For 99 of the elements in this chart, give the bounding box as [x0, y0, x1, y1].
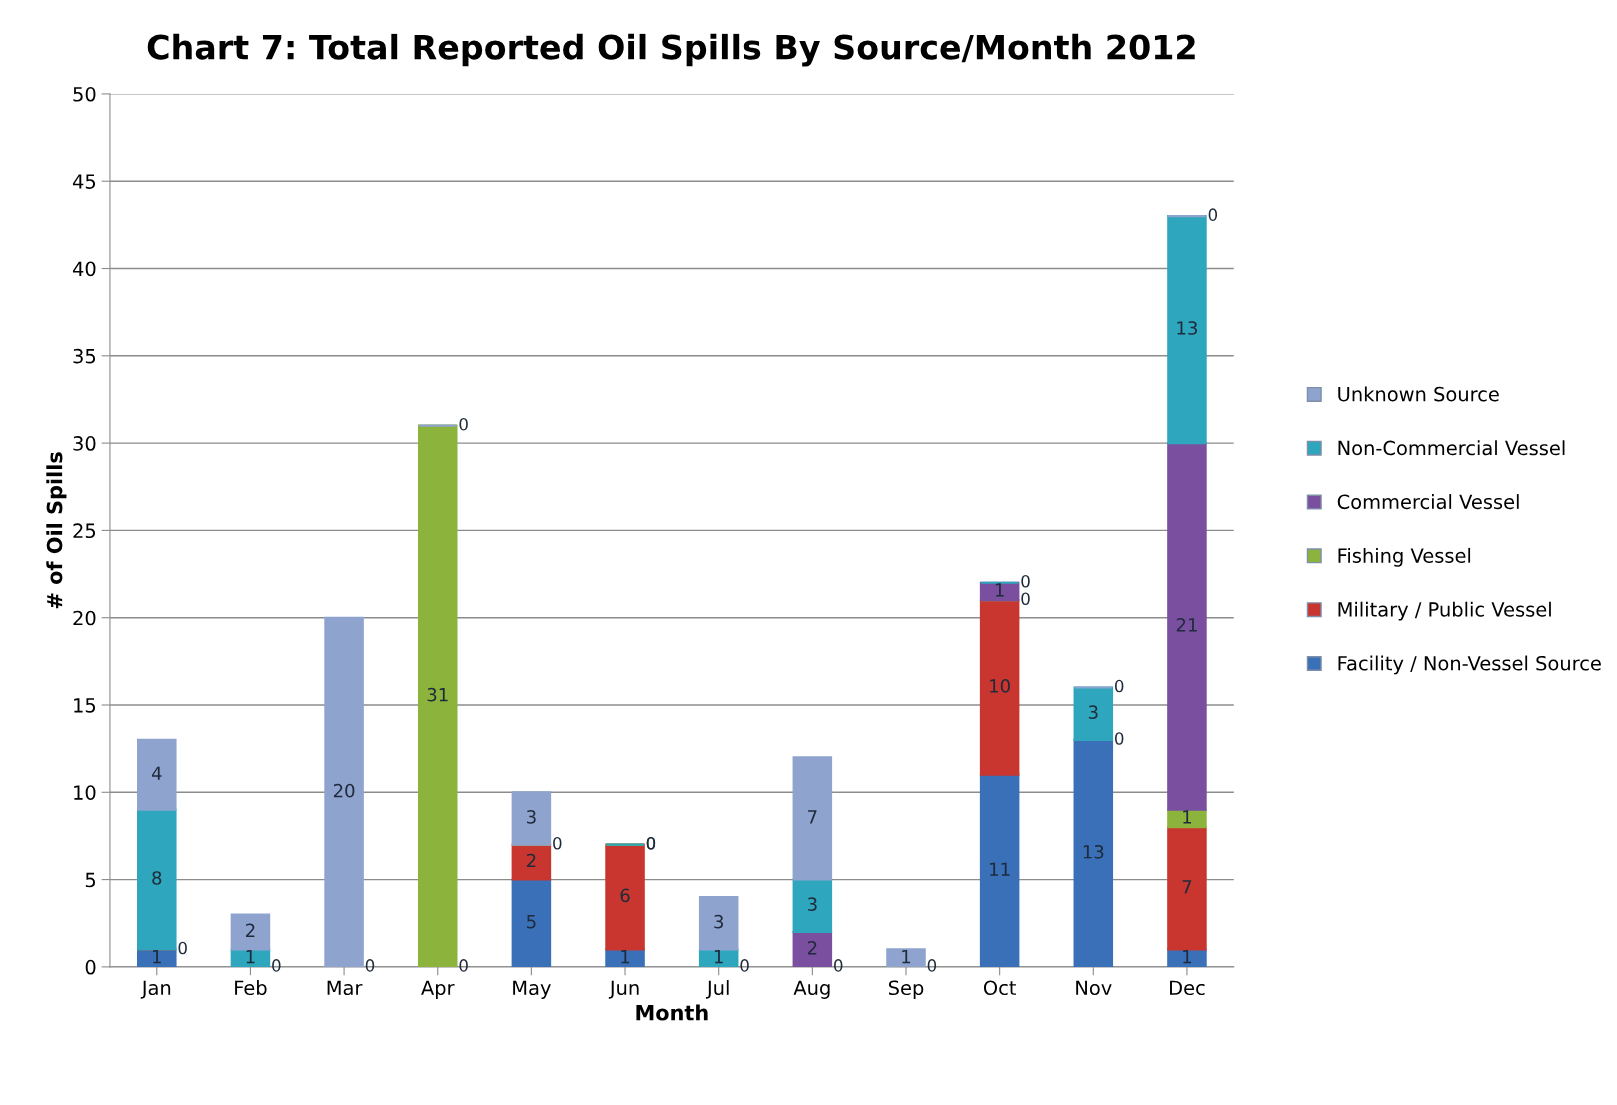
data-label: 13	[1083, 844, 1104, 859]
data-label: 2	[246, 923, 255, 937]
y-tick-label: 35	[73, 348, 96, 364]
data-label: 1	[621, 949, 630, 964]
data-label: 0	[834, 959, 843, 972]
data-label: 8	[152, 871, 162, 885]
bar	[792, 878, 833, 933]
bar	[137, 948, 177, 967]
x-tick-label: Mar	[327, 980, 363, 996]
bar	[230, 948, 271, 967]
data-label: 1	[714, 949, 723, 964]
data-label: 2	[526, 853, 536, 868]
x-tick-label: Sep	[888, 980, 924, 999]
data-label: 2	[807, 941, 817, 955]
bar	[1167, 826, 1207, 951]
x-tick-label: Dec	[1170, 980, 1205, 996]
data-label: 1	[246, 949, 255, 964]
bar	[230, 913, 271, 951]
data-label: 11	[990, 862, 1010, 876]
x-tick-label: May	[513, 980, 551, 999]
data-label: 31	[427, 687, 448, 702]
bar	[886, 948, 926, 967]
data-label: 0	[1208, 208, 1218, 221]
bar	[1167, 442, 1207, 811]
legend-label: Fishing Vessel	[1338, 547, 1471, 567]
y-tick-label: 0	[85, 959, 96, 975]
bar	[137, 738, 177, 811]
data-label: 1	[1183, 949, 1192, 964]
x-tick-label: Aug	[793, 980, 830, 999]
data-label: 7	[808, 810, 817, 824]
y-axis-title: # of Oil Spills	[46, 452, 67, 609]
bar	[605, 843, 645, 951]
bar	[698, 948, 739, 967]
x-tick-label: Jan	[140, 980, 171, 999]
legend-label: Non-Commercial Vessel	[1338, 440, 1565, 456]
legend-label: Commercial Vessel	[1337, 494, 1519, 510]
bar	[792, 930, 833, 967]
data-label: 1	[995, 583, 1004, 597]
y-tick-label: 20	[73, 610, 96, 626]
bar	[979, 599, 1020, 776]
data-label: 0	[740, 959, 749, 972]
y-tick-label: 25	[73, 523, 96, 539]
data-label: 0	[927, 959, 937, 972]
y-tick-label: 30	[73, 436, 96, 451]
x-tick-label: Jul	[705, 980, 729, 999]
data-label: 0	[459, 959, 468, 972]
data-label: 13	[1177, 321, 1197, 335]
data-label: 0	[272, 959, 281, 972]
bar	[1073, 738, 1114, 967]
y-tick-label: 40	[72, 261, 96, 277]
data-label: 1	[153, 949, 161, 964]
y-tick-label: 5	[85, 872, 96, 888]
data-label: 1	[902, 949, 911, 964]
data-label: 3	[527, 810, 536, 824]
x-tick-label: Feb	[235, 980, 267, 996]
bar	[417, 424, 458, 967]
x-tick-label: Nov	[1076, 980, 1112, 996]
data-label: 0	[646, 836, 656, 850]
data-label: 0	[365, 959, 375, 972]
data-label: 0	[1115, 732, 1124, 745]
data-label: 0	[459, 417, 468, 431]
bar	[792, 756, 833, 881]
data-label: 7	[1182, 880, 1192, 894]
data-label: 6	[620, 888, 630, 903]
bar	[511, 843, 552, 881]
bar	[1167, 215, 1207, 445]
bar	[1073, 686, 1114, 741]
data-label: 0	[1021, 592, 1030, 606]
data-label: 3	[1088, 705, 1098, 719]
bar	[511, 791, 552, 846]
y-tick-label: 10	[74, 785, 96, 800]
data-label: 3	[714, 914, 723, 929]
data-label: 0	[553, 836, 562, 850]
bar	[979, 773, 1020, 967]
y-tick-label: 15	[74, 698, 96, 713]
legend-label: Military / Public Vessel	[1338, 601, 1551, 621]
x-tick-label: Jun	[608, 980, 639, 999]
data-label: 0	[1115, 679, 1124, 693]
legend-label: Unknown Source	[1338, 386, 1499, 402]
data-label: 1	[1183, 810, 1192, 824]
x-tick-label: Oct	[983, 980, 1016, 996]
y-tick-label: 50	[73, 86, 96, 102]
data-label: 20	[333, 783, 355, 798]
data-label: 0	[178, 941, 187, 955]
data-label: 4	[151, 766, 162, 780]
data-label: 21	[1176, 618, 1197, 632]
data-label: 5	[527, 915, 536, 929]
data-label: 3	[807, 897, 817, 912]
legend-label: Facility / Non-Vessel Source	[1338, 655, 1601, 675]
bar	[324, 616, 364, 967]
bar	[137, 808, 177, 951]
x-tick-label: Apr	[421, 980, 455, 999]
x-axis-title: Month	[636, 1004, 708, 1021]
bar	[511, 878, 552, 967]
y-tick-label: 45	[72, 174, 96, 189]
data-label: 0	[1021, 575, 1030, 588]
bar	[698, 896, 739, 951]
chart-title: Chart 7: Total Reported Oil Spills By Source/Month 2012	[147, 33, 1195, 67]
data-label: 10	[990, 679, 1010, 693]
